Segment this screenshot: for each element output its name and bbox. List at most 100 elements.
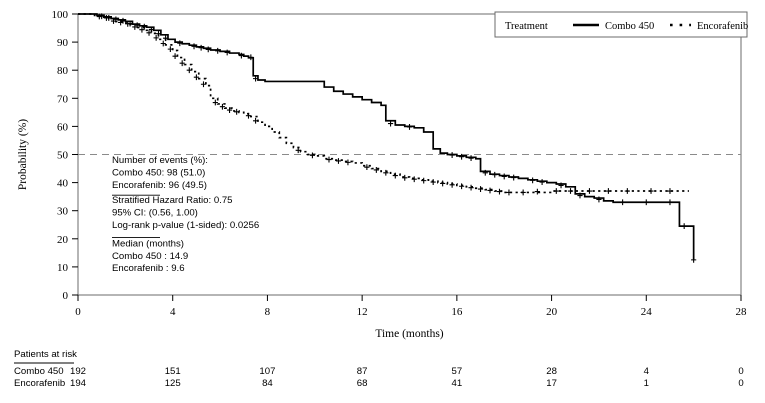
risk-value: 84 bbox=[262, 378, 273, 389]
y-axis-tick-label: 20 bbox=[57, 234, 69, 246]
censor-tick bbox=[193, 74, 199, 81]
censor-tick bbox=[252, 75, 259, 82]
x-axis-tick-label: 24 bbox=[641, 306, 653, 318]
censor-tick bbox=[96, 13, 102, 20]
censor-tick bbox=[449, 181, 455, 188]
censor-tick bbox=[191, 43, 197, 50]
censor-tick bbox=[440, 180, 446, 187]
censor-tick bbox=[421, 177, 427, 184]
risk-value: 107 bbox=[259, 366, 275, 377]
censor-tick bbox=[596, 196, 602, 203]
risk-table-title: Patients at risk bbox=[14, 349, 77, 360]
censor-tick bbox=[103, 15, 110, 21]
censor-tick bbox=[226, 107, 233, 114]
censor-tick bbox=[605, 188, 611, 194]
censor-tick bbox=[567, 188, 574, 194]
annot-median-header: Median (months) bbox=[112, 238, 184, 249]
censor-tick bbox=[558, 182, 564, 189]
censor-tick bbox=[139, 26, 145, 33]
censor-tick bbox=[387, 120, 394, 127]
censor-tick bbox=[482, 169, 488, 176]
annot-events-enco: Encorafenib: 96 (49.5) bbox=[112, 180, 207, 191]
censor-tick bbox=[402, 174, 408, 181]
censor-tick bbox=[501, 173, 507, 180]
censor-tick bbox=[411, 176, 417, 183]
censor-tick bbox=[496, 188, 503, 195]
risk-value: 125 bbox=[165, 378, 181, 389]
y-axis-tick-label: 80 bbox=[57, 65, 69, 77]
risk-value: 194 bbox=[70, 378, 87, 389]
x-axis-tick-label: 20 bbox=[546, 306, 558, 318]
censor-tick bbox=[468, 155, 474, 162]
censor-tick bbox=[667, 188, 673, 194]
annot-median-enco: Encorafenib : 9.6 bbox=[112, 263, 185, 274]
censor-tick bbox=[681, 223, 687, 230]
risk-value: 28 bbox=[546, 366, 557, 377]
censor-tick bbox=[392, 172, 398, 179]
censor-tick bbox=[146, 29, 152, 36]
censor-tick bbox=[430, 179, 436, 185]
censor-tick bbox=[200, 81, 207, 88]
censor-tick bbox=[295, 147, 301, 154]
censor-tick bbox=[205, 46, 211, 53]
censor-tick bbox=[110, 18, 117, 24]
y-axis-tick-label: 90 bbox=[57, 37, 69, 49]
x-axis-tick-label: 12 bbox=[357, 306, 368, 318]
censor-tick bbox=[383, 169, 389, 176]
censor-tick bbox=[458, 183, 465, 190]
censor-tick bbox=[186, 67, 192, 74]
survival-curve-solid bbox=[78, 13, 695, 260]
y-axis-tick-label: 10 bbox=[57, 262, 69, 274]
censor-tick bbox=[118, 19, 124, 26]
censor-tick bbox=[345, 159, 351, 166]
censor-tick bbox=[406, 124, 413, 130]
censor-tick bbox=[215, 47, 221, 54]
censor-tick bbox=[539, 179, 545, 185]
censor-tick bbox=[458, 153, 465, 160]
censor-tick bbox=[477, 186, 484, 192]
censor-tick bbox=[373, 167, 379, 173]
censor-tick bbox=[577, 192, 583, 199]
censor-tick bbox=[224, 49, 230, 56]
censor-tick bbox=[326, 156, 332, 163]
censor-tick bbox=[530, 177, 536, 184]
x-axis-tick-label: 8 bbox=[265, 306, 271, 318]
y-axis-tick-label: 30 bbox=[57, 206, 69, 218]
y-axis-tick-label: 70 bbox=[57, 93, 69, 105]
censor-tick bbox=[691, 256, 697, 263]
censor-tick bbox=[234, 108, 240, 115]
legend-label-encorafenib: Encorafenib bbox=[697, 21, 748, 32]
censor-tick bbox=[167, 46, 173, 53]
legend-box bbox=[494, 11, 748, 38]
risk-table-row: Combo 450 192 151 107 87 57 28 4 0 bbox=[14, 366, 744, 377]
censor-tick bbox=[643, 199, 649, 206]
censor-tick bbox=[586, 188, 593, 194]
legend-label-combo-450: Combo 450 bbox=[605, 21, 654, 32]
censor-tick bbox=[172, 53, 178, 60]
censor-tick bbox=[238, 52, 244, 59]
risk-value: 87 bbox=[357, 366, 368, 377]
risk-row-label: Encorafenib bbox=[14, 378, 65, 389]
y-axis-tick-label: 0 bbox=[63, 290, 69, 302]
censor-tick bbox=[667, 199, 673, 206]
censor-tick bbox=[245, 112, 252, 119]
censor-tick bbox=[177, 40, 183, 47]
annot-events-combo: Combo 450: 98 (51.0) bbox=[112, 167, 205, 178]
risk-row-label: Combo 450 bbox=[14, 366, 64, 377]
censor-tick bbox=[506, 189, 512, 196]
risk-value: 4 bbox=[644, 366, 650, 377]
censor-tick bbox=[212, 99, 218, 106]
censor-tick bbox=[620, 199, 626, 206]
censor-tick bbox=[468, 184, 474, 191]
annot-events-header: Number of events (%): bbox=[112, 155, 208, 166]
y-axis-tick-label: 50 bbox=[57, 150, 69, 162]
censor-tick bbox=[132, 24, 138, 30]
censor-tick bbox=[153, 34, 159, 41]
x-axis-tick-label: 28 bbox=[736, 306, 748, 318]
censor-tick bbox=[449, 152, 455, 158]
x-axis-tick-label: 4 bbox=[170, 306, 176, 318]
censor-tick bbox=[160, 40, 166, 47]
patients-at-risk-table: Patients at risk Combo 450 192 151 107 87 57 28… bbox=[14, 349, 744, 389]
